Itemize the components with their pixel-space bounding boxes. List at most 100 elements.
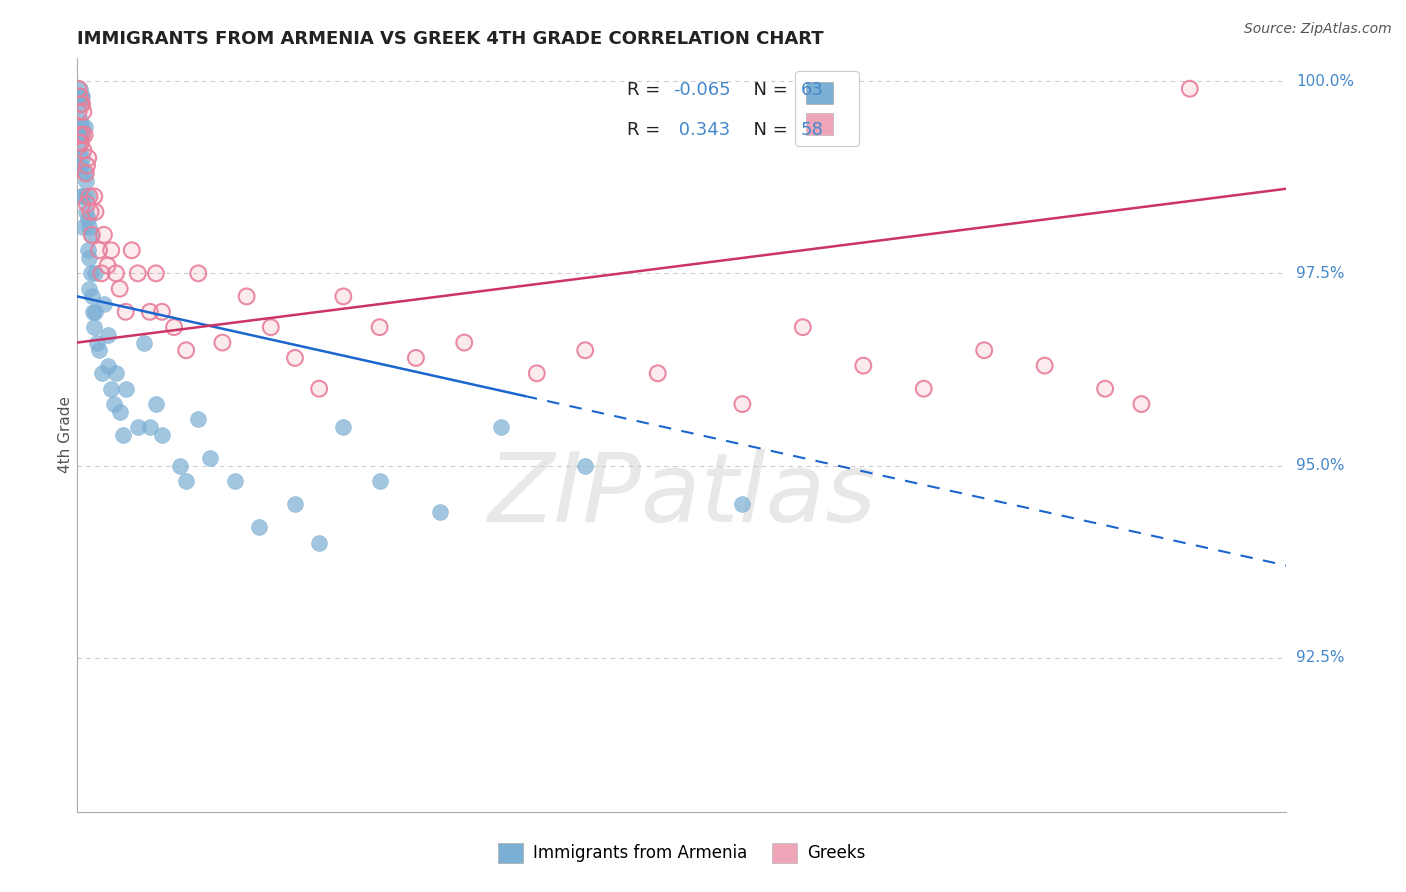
Point <box>247 520 270 534</box>
Point <box>70 89 93 103</box>
Text: ZIPatlas: ZIPatlas <box>488 449 876 541</box>
Point <box>83 189 105 203</box>
Point <box>121 244 143 258</box>
Point <box>70 136 93 150</box>
Point <box>211 335 233 350</box>
Text: 95.0%: 95.0% <box>1296 458 1344 473</box>
Text: N =: N = <box>742 120 794 138</box>
Point <box>73 120 96 135</box>
Point <box>70 128 93 142</box>
Text: -0.065: -0.065 <box>673 81 731 99</box>
Point <box>405 351 427 365</box>
Point <box>852 359 875 373</box>
Point <box>96 359 118 373</box>
Point <box>82 305 104 319</box>
Point <box>731 397 754 411</box>
Point <box>80 289 103 303</box>
Point <box>75 166 97 180</box>
Point <box>100 244 122 258</box>
Point <box>103 397 125 411</box>
Point <box>368 474 391 488</box>
Point <box>87 244 110 258</box>
Point <box>76 197 98 211</box>
Point <box>574 343 596 358</box>
Point <box>100 244 122 258</box>
Point <box>86 335 108 350</box>
Point <box>308 535 330 549</box>
Point <box>453 335 475 350</box>
Point <box>150 305 173 319</box>
Y-axis label: 4th Grade: 4th Grade <box>58 396 73 474</box>
Point <box>260 320 283 334</box>
Point <box>79 220 101 235</box>
Point <box>647 367 669 381</box>
Point <box>200 450 222 465</box>
Point <box>284 351 307 365</box>
Point <box>67 104 90 119</box>
Text: 92.5%: 92.5% <box>1296 650 1344 665</box>
Point <box>84 266 107 280</box>
Point <box>647 367 669 381</box>
Point <box>70 89 93 103</box>
Point <box>70 128 93 142</box>
Point <box>75 166 97 180</box>
Point <box>79 266 101 280</box>
Point <box>174 343 197 358</box>
Point <box>332 289 354 303</box>
Point <box>114 305 136 319</box>
Point <box>96 259 118 273</box>
Point <box>145 397 167 411</box>
Point <box>1178 81 1201 95</box>
Point <box>127 266 149 280</box>
Point <box>77 244 100 258</box>
Text: R =: R = <box>627 120 666 138</box>
Text: N =: N = <box>742 81 794 99</box>
Point <box>84 204 107 219</box>
Point <box>792 320 814 334</box>
Point <box>211 335 233 350</box>
Point <box>284 351 307 365</box>
Point <box>368 320 391 334</box>
Point <box>93 227 115 242</box>
Point <box>973 343 995 358</box>
Point <box>187 412 209 426</box>
Text: 97.5%: 97.5% <box>1296 266 1344 281</box>
Point <box>912 382 935 396</box>
Point <box>69 143 91 157</box>
Point <box>93 297 115 311</box>
Point <box>792 320 814 334</box>
Point <box>121 244 143 258</box>
Point <box>574 458 596 473</box>
Point <box>163 320 186 334</box>
Point <box>284 497 307 511</box>
Point <box>80 227 103 242</box>
Point <box>76 159 98 173</box>
Point <box>1178 81 1201 95</box>
Point <box>79 251 101 265</box>
Point <box>77 151 100 165</box>
Point <box>145 266 167 280</box>
Text: IMMIGRANTS FROM ARMENIA VS GREEK 4TH GRADE CORRELATION CHART: IMMIGRANTS FROM ARMENIA VS GREEK 4TH GRA… <box>77 30 824 48</box>
Point <box>93 227 115 242</box>
Point <box>150 428 173 442</box>
Point <box>127 266 149 280</box>
Point <box>79 189 101 203</box>
Point <box>114 382 136 396</box>
Point <box>76 159 98 173</box>
Point <box>174 343 197 358</box>
Point <box>70 189 93 203</box>
Point <box>67 136 90 150</box>
Point <box>87 343 110 358</box>
Point <box>70 97 93 112</box>
Point <box>1094 382 1116 396</box>
Text: R =: R = <box>627 81 666 99</box>
Point <box>1130 397 1153 411</box>
Point <box>139 420 162 434</box>
Point <box>70 151 93 165</box>
Point <box>1094 382 1116 396</box>
Point <box>105 266 128 280</box>
Point <box>108 405 131 419</box>
Text: 58: 58 <box>800 120 824 138</box>
Point <box>1033 359 1056 373</box>
Point <box>453 335 475 350</box>
